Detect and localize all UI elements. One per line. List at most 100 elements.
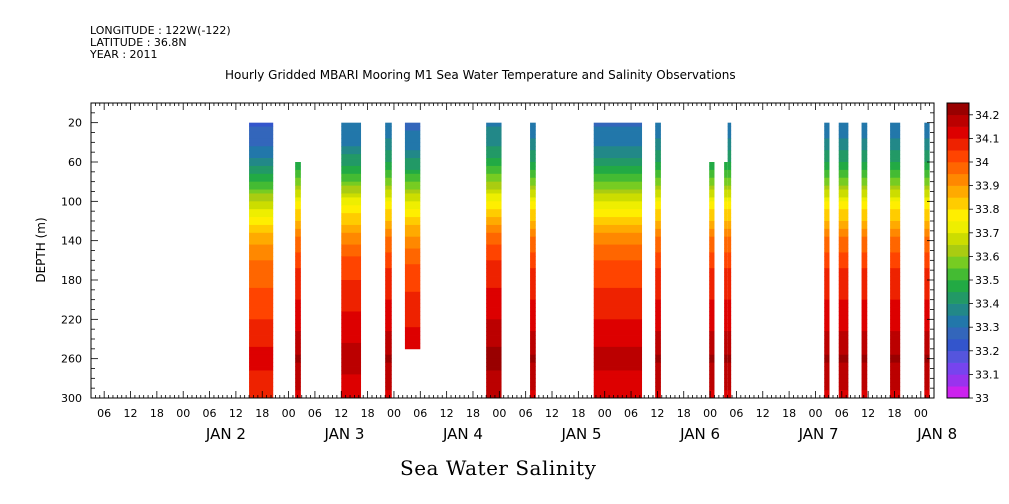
salinity-cell [486,339,502,344]
salinity-cell [838,205,849,210]
salinity-cell [593,150,643,155]
salinity-cell [404,276,421,281]
salinity-cell [295,303,301,308]
salinity-cell [655,209,661,214]
salinity-cell [249,150,274,155]
salinity-cell [593,209,643,214]
x-tick-label: 12 [861,407,875,420]
salinity-cell [655,146,661,151]
salinity-cell [824,217,830,222]
salinity-cell [655,390,661,395]
salinity-cell [924,169,930,175]
salinity-cell [486,165,502,171]
salinity-cell [861,177,868,183]
colorbar-swatch [947,291,969,304]
salinity-cell [709,209,715,214]
salinity-cell [709,378,715,383]
x-tick-label: 06 [624,407,638,420]
salinity-cell [724,358,728,363]
salinity-cell [655,217,661,222]
salinity-cell [924,291,930,297]
salinity-cell [709,240,715,245]
salinity-cell [709,169,715,175]
salinity-cell [709,232,715,238]
salinity-cell [341,189,362,194]
salinity-cell [341,193,362,198]
salinity-cell [295,280,301,285]
salinity-cell [530,252,536,257]
salinity-cell [385,240,392,245]
salinity-cell [385,378,392,383]
salinity-cell [727,260,732,265]
salinity-cell [530,228,536,234]
salinity-cell [709,252,715,257]
salinity-cell [655,213,661,218]
salinity-cell [530,370,536,375]
salinity-cell [709,350,715,356]
salinity-cell [295,181,301,186]
salinity-cell [924,130,930,135]
variable-title: Sea Water Salinity [400,456,597,480]
salinity-cell [890,315,901,320]
colorbar-swatch [947,386,969,399]
salinity-cell [249,311,274,316]
salinity-cell [295,350,301,356]
salinity-cell [824,134,830,139]
colorbar-label: 34.2 [975,109,1000,122]
salinity-cell [824,354,830,360]
salinity-cell [530,197,536,202]
salinity-cell [249,173,274,179]
salinity-cell [709,201,715,206]
salinity-cell [838,185,849,190]
data-column [838,122,849,399]
salinity-cell [341,311,362,316]
salinity-cell [890,295,901,301]
x-tick-label: 06 [729,407,743,420]
salinity-cell [724,240,728,245]
x-tick-label: 06 [97,407,111,420]
salinity-cell [861,142,868,147]
salinity-cell [486,386,502,391]
salinity-cell [593,358,643,363]
salinity-cell [727,370,732,375]
salinity-cell [890,374,901,379]
salinity-cell [924,122,930,127]
salinity-cell [861,358,868,363]
salinity-cell [249,240,274,245]
salinity-cell [727,236,732,242]
data-column [486,122,502,399]
salinity-cell [341,299,362,304]
salinity-cell [385,303,392,308]
salinity-cell [530,311,536,316]
salinity-cell [727,268,732,273]
salinity-cell [593,221,643,226]
salinity-cell [824,122,830,127]
salinity-cell [709,260,715,265]
y-axis-label: DEPTH (m) [34,217,48,282]
salinity-cell [861,236,868,242]
salinity-cell [486,370,502,375]
data-column [249,122,274,399]
salinity-cell [593,122,643,127]
salinity-cell [404,228,421,234]
salinity-cell [530,162,536,167]
salinity-cell [824,232,830,238]
salinity-cell [824,126,830,131]
salinity-cell [890,287,901,293]
salinity-cell [655,366,661,371]
salinity-cell [295,173,301,179]
salinity-cell [655,394,661,399]
salinity-cell [838,224,849,230]
salinity-cell [486,346,502,352]
salinity-cell [924,154,930,159]
salinity-cell [341,327,362,332]
salinity-cell [486,221,502,226]
salinity-cell [824,268,830,273]
salinity-cell [593,283,643,289]
salinity-cell [385,339,392,344]
salinity-cell [295,346,301,352]
salinity-cell [727,331,732,336]
salinity-cell [655,260,661,265]
salinity-cell [924,311,930,316]
data-column [890,122,901,399]
